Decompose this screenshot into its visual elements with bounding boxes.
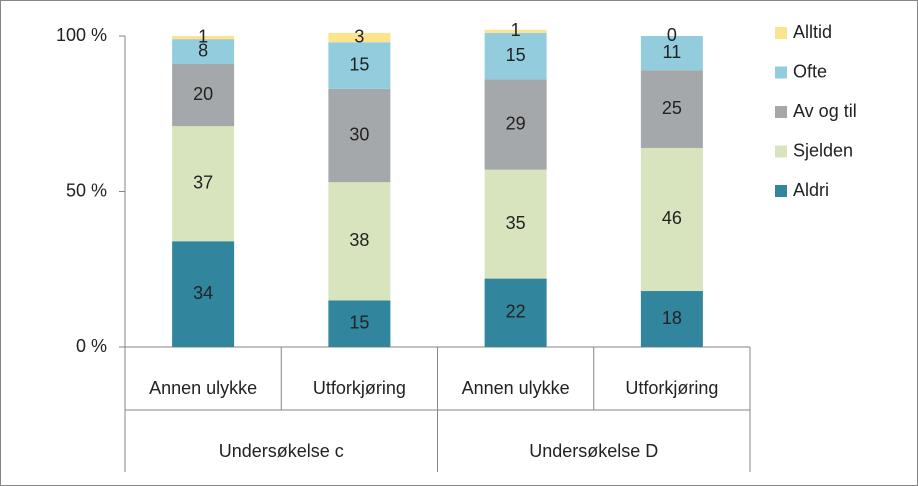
data-label: 11 <box>663 42 682 62</box>
data-label: 22 <box>506 302 526 322</box>
data-label: 3 <box>354 26 364 46</box>
data-label: 15 <box>349 54 369 74</box>
bar-segment <box>640 147 703 292</box>
legend-swatch <box>775 145 787 158</box>
bar-segment <box>328 182 391 301</box>
data-label: 20 <box>193 84 213 104</box>
x-tick-label: Annen ulykke <box>462 378 570 398</box>
data-label: 38 <box>349 230 369 250</box>
bar-segment <box>640 70 703 148</box>
data-label: 8 <box>198 40 208 60</box>
data-label: 29 <box>506 113 526 133</box>
bar-segment <box>640 36 703 71</box>
bar-segment <box>172 36 235 40</box>
bar-segment <box>484 278 547 347</box>
bar-segment <box>172 241 235 347</box>
data-label: 37 <box>193 172 213 192</box>
legend-swatch <box>775 27 787 39</box>
x-tick-label: Utforkjøring <box>625 378 718 398</box>
group-label: Undersøkelse c <box>219 441 344 461</box>
data-label: 25 <box>662 98 682 118</box>
legend-label: Alltid <box>793 22 832 42</box>
legend-swatch <box>775 185 787 197</box>
bar-segment <box>172 126 235 242</box>
data-label: 0 <box>667 25 677 45</box>
y-tick-label: 50 % <box>66 180 107 200</box>
legend-label: Aldri <box>793 180 829 200</box>
x-tick-label: Utforkjøring <box>313 378 406 398</box>
bar-segment <box>328 88 391 183</box>
bar-segment <box>484 169 547 279</box>
bar-segment <box>172 63 235 127</box>
y-tick-label: 100 % <box>56 25 107 45</box>
data-label: 18 <box>662 308 682 328</box>
data-label: 15 <box>506 45 526 65</box>
y-tick-label: 0 % <box>76 336 107 356</box>
bar-segment <box>328 300 391 347</box>
data-label: 1 <box>198 26 208 46</box>
legend-label: Av og til <box>793 101 857 121</box>
data-label: 1 <box>511 20 521 40</box>
bar-segment <box>484 32 547 80</box>
x-tick-label: Annen ulykke <box>149 378 257 398</box>
data-label: 34 <box>193 283 213 303</box>
bar-segment <box>640 291 703 347</box>
data-label: 15 <box>349 312 369 332</box>
bar-segment <box>328 42 391 89</box>
bar-segment <box>484 79 547 170</box>
group-label: Undersøkelse D <box>529 441 658 461</box>
legend-swatch <box>775 106 787 118</box>
bar-segment <box>484 29 547 33</box>
legend-swatch <box>775 66 787 79</box>
data-label: 46 <box>662 208 682 228</box>
legend-label: Ofte <box>793 61 827 81</box>
bar-segment <box>328 32 391 43</box>
data-label: 35 <box>506 213 526 233</box>
bar-segment <box>172 39 235 64</box>
data-label: 30 <box>349 124 369 144</box>
legend-label: Sjelden <box>793 140 853 160</box>
